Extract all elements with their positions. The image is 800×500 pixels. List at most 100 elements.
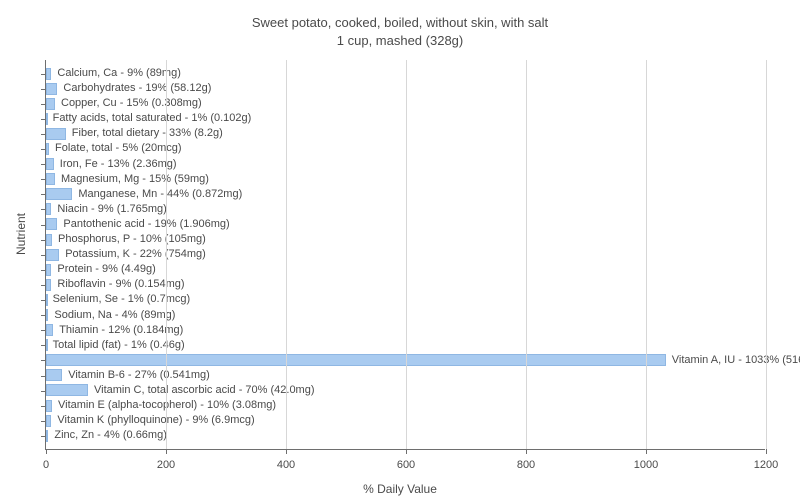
gridline [526,60,527,449]
y-tick [41,391,46,392]
bar [46,309,48,321]
bar [46,354,666,366]
bar [46,143,49,155]
x-tick-label: 0 [43,459,49,471]
y-tick [41,209,46,210]
bar [46,83,57,95]
bar-label: Folate, total - 5% (20mcg) [55,141,182,156]
y-tick [41,315,46,316]
bar [46,400,52,412]
x-tick-label: 1000 [634,459,658,471]
bar [46,430,48,442]
plot-area: Calcium, Ca - 9% (89mg)Carbohydrates - 1… [45,60,765,450]
bar-label: Thiamin - 12% (0.184mg) [59,323,183,338]
bar-label: Vitamin E (alpha-tocopherol) - 10% (3.08… [58,398,276,413]
bar-label: Vitamin K (phylloquinone) - 9% (6.9mcg) [57,413,254,428]
x-axis-label: % Daily Value [0,482,800,496]
bar-label: Zinc, Zn - 4% (0.66mg) [54,428,166,443]
bar [46,264,51,276]
bar-label: Phosphorus, P - 10% (105mg) [58,232,206,247]
bar-label: Pantothenic acid - 19% (1.906mg) [63,217,229,232]
x-tick-label: 200 [157,459,175,471]
y-tick [41,285,46,286]
bar [46,234,52,246]
bar [46,68,51,80]
bar-label: Total lipid (fat) - 1% (0.46g) [53,338,185,353]
bar-label: Iron, Fe - 13% (2.36mg) [60,157,177,172]
bar-label: Vitamin A, IU - 1033% (51627IU) [672,353,800,368]
y-tick [41,360,46,361]
y-tick [41,345,46,346]
bar [46,113,48,125]
x-tick [766,449,767,454]
x-tick [406,449,407,454]
bar [46,294,48,306]
chart-title-line1: Sweet potato, cooked, boiled, without sk… [252,15,548,30]
y-tick [41,119,46,120]
x-tick [526,449,527,454]
x-tick [166,449,167,454]
y-tick [41,134,46,135]
bar-label: Niacin - 9% (1.765mg) [57,202,166,217]
bar [46,384,88,396]
bar [46,339,48,351]
nutrition-chart: Sweet potato, cooked, boiled, without sk… [0,0,800,500]
bar [46,188,72,200]
bar [46,279,51,291]
bar [46,218,57,230]
y-tick [41,330,46,331]
gridline [166,60,167,449]
y-tick [41,74,46,75]
chart-title: Sweet potato, cooked, boiled, without sk… [0,14,800,49]
y-axis-label: Nutrient [14,213,28,255]
bar-label: Vitamin C, total ascorbic acid - 70% (42… [94,383,315,398]
x-tick [646,449,647,454]
bar-label: Fiber, total dietary - 33% (8.2g) [72,126,223,141]
y-tick [41,104,46,105]
y-tick [41,164,46,165]
x-tick [286,449,287,454]
y-tick [41,255,46,256]
y-tick [41,270,46,271]
x-tick-label: 800 [517,459,535,471]
bar [46,128,66,140]
chart-title-line2: 1 cup, mashed (328g) [337,33,463,48]
bar-label: Copper, Cu - 15% (0.308mg) [61,96,202,111]
gridline [406,60,407,449]
y-tick [41,225,46,226]
bar-label: Protein - 9% (4.49g) [57,262,155,277]
bar [46,369,62,381]
y-tick [41,240,46,241]
y-tick [41,179,46,180]
bar-label: Fatty acids, total saturated - 1% (0.102… [53,111,252,126]
y-tick [41,194,46,195]
bar-label: Carbohydrates - 19% (58.12g) [63,81,211,96]
bar-label: Sodium, Na - 4% (89mg) [54,308,175,323]
bar [46,173,55,185]
bar-label: Potassium, K - 22% (754mg) [65,247,206,262]
bar [46,158,54,170]
y-tick [41,406,46,407]
x-tick-label: 600 [397,459,415,471]
bar-label: Magnesium, Mg - 15% (59mg) [61,172,209,187]
bar-label: Calcium, Ca - 9% (89mg) [57,66,180,81]
y-tick [41,89,46,90]
y-tick [41,376,46,377]
y-tick [41,421,46,422]
bar [46,249,59,261]
bar [46,324,53,336]
bar [46,203,51,215]
y-tick [41,436,46,437]
x-tick-label: 400 [277,459,295,471]
gridline [646,60,647,449]
bar-label: Vitamin B-6 - 27% (0.541mg) [68,368,210,383]
bar [46,98,55,110]
y-tick [41,149,46,150]
bar-label: Selenium, Se - 1% (0.7mcg) [53,292,191,307]
bar [46,415,51,427]
bar-label: Manganese, Mn - 44% (0.872mg) [78,187,242,202]
x-tick-label: 1200 [754,459,778,471]
y-tick [41,300,46,301]
gridline [766,60,767,449]
gridline [286,60,287,449]
